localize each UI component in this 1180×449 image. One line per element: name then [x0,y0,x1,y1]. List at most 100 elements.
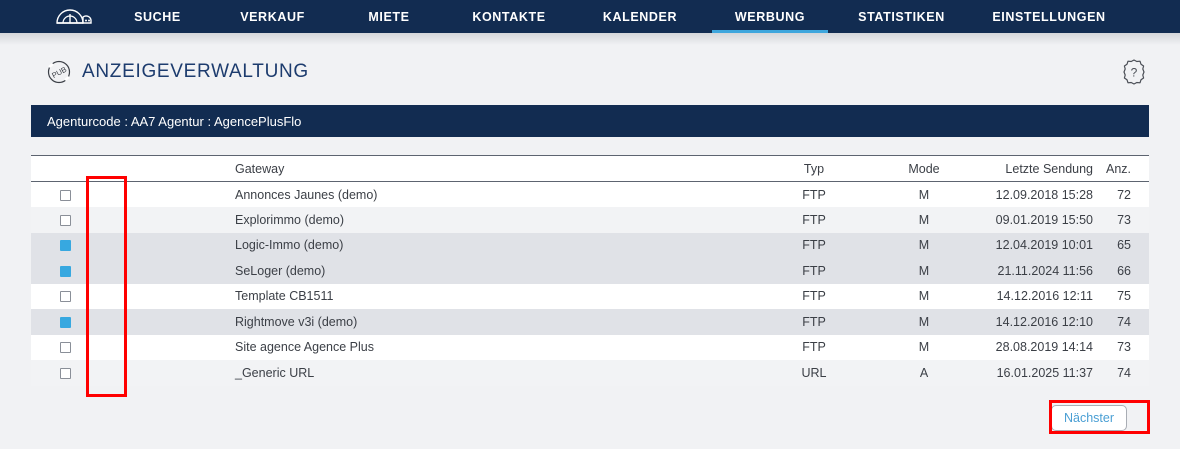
row-spacer-cell [99,360,199,386]
table-row[interactable]: Annonces Jaunes (demo) FTP M 12.09.2018 15:… [31,181,1149,207]
cell-letzte-sendung: 14.12.2016 12:10 [979,309,1099,335]
table-body: Annonces Jaunes (demo) FTP M 12.09.2018 15:… [31,181,1149,386]
cell-typ: FTP [759,334,869,360]
table-row[interactable]: Explorimmo (demo) FTP M 09.01.2019 15:50 73 [31,207,1149,233]
next-button[interactable]: Nächster [1050,405,1127,431]
cell-mode: A [869,360,979,386]
cell-mode: M [869,181,979,207]
table-header-row: Gateway Typ Mode Letzte Sendung Anz. [31,155,1149,182]
row-select-cell[interactable] [31,181,99,207]
nav-item-label: WERBUNG [734,9,806,24]
table-row[interactable]: Site agence Agence Plus FTP M 28.08.2019 14… [31,334,1149,360]
nav-item-label: VERKAUF [240,9,305,24]
cell-mode: M [869,258,979,284]
nav-item-label: KALENDER [602,9,678,24]
gateway-table-panel: Gateway Typ Mode Letzte Sendung Anz. Ann… [31,155,1149,417]
cell-anz: 66 [1099,258,1149,284]
nav-item-kalender[interactable]: KALENDER [574,0,706,33]
table-row[interactable]: _Generic URL URL A 16.01.2025 11:37 74 [31,360,1149,386]
nav-item-verkauf[interactable]: VERKAUF [211,0,334,33]
cell-gateway: SeLoger (demo) [199,258,759,284]
header-mode[interactable]: Mode [869,155,979,182]
row-select-cell[interactable] [31,258,99,284]
table-footer: Nächster [31,397,1149,447]
cell-letzte-sendung: 16.01.2025 11:37 [979,360,1099,386]
page-title: ANZEIGEVERWALTUNG [82,61,309,82]
cell-mode: M [869,207,979,233]
row-checkbox[interactable] [59,189,71,201]
row-select-cell[interactable] [31,232,99,258]
cell-mode: M [869,309,979,335]
row-spacer-cell [99,334,199,360]
app-logo[interactable] [44,6,104,28]
row-checkbox[interactable] [59,291,71,303]
row-select-cell[interactable] [31,309,99,335]
row-select-cell[interactable] [31,207,99,233]
cell-gateway: Site agence Agence Plus [199,334,759,360]
row-spacer-cell [99,181,199,207]
row-checkbox[interactable] [59,214,71,226]
nav-item-kontakte[interactable]: KONTAKTE [444,0,574,33]
table-row[interactable]: SeLoger (demo) FTP M 21.11.2024 11:56 66 [31,258,1149,284]
cell-letzte-sendung: 28.08.2019 14:14 [979,334,1099,360]
cell-typ: URL [759,360,869,386]
cell-letzte-sendung: 14.12.2016 12:11 [979,283,1099,309]
gateway-table: Gateway Typ Mode Letzte Sendung Anz. Ann… [31,155,1149,386]
cell-typ: FTP [759,309,869,335]
nav-item-label: KONTAKTE [472,9,546,24]
cell-anz: 75 [1099,283,1149,309]
nav-item-werbung[interactable]: WERBUNG [706,0,834,33]
cell-typ: FTP [759,232,869,258]
agency-info-bar: Agenturcode : AA7 Agentur : AgencePlusFl… [31,105,1149,137]
nav-item-label: SUCHE [134,9,181,24]
row-checkbox[interactable] [59,342,71,354]
nav-item-label: MIETE [368,9,410,24]
cell-gateway: Logic-Immo (demo) [199,232,759,258]
row-spacer-cell [99,283,199,309]
cell-anz: 74 [1099,309,1149,335]
cell-typ: FTP [759,283,869,309]
nav-item-suche[interactable]: SUCHE [104,0,211,33]
cell-gateway: Explorimmo (demo) [199,207,759,233]
header-typ[interactable]: Typ [759,155,869,182]
row-spacer-cell [99,258,199,284]
row-select-cell[interactable] [31,334,99,360]
row-spacer-cell [99,309,199,335]
nav-item-statistiken[interactable]: STATISTIKEN [834,0,969,33]
table-row[interactable]: Rightmove v3i (demo) FTP M 14.12.2016 12:10… [31,309,1149,335]
row-checkbox[interactable] [59,240,71,252]
row-checkbox[interactable] [59,367,71,379]
header-letzte-sendung[interactable]: Letzte Sendung [979,155,1099,182]
svg-text:?: ? [1131,66,1138,80]
cell-letzte-sendung: 21.11.2024 11:56 [979,258,1099,284]
nav-shadow [0,33,1180,45]
row-select-cell[interactable] [31,360,99,386]
cell-gateway: Template CB1511 [199,283,759,309]
cell-mode: M [869,334,979,360]
cell-mode: M [869,232,979,258]
row-select-cell[interactable] [31,283,99,309]
cell-letzte-sendung: 12.04.2019 10:01 [979,232,1099,258]
cell-anz: 74 [1099,360,1149,386]
nav-item-label: EINSTELLUNGEN [992,9,1106,24]
nav-items-list: SUCHE VERKAUF MIETE KONTAKTE KALENDER WE… [104,0,1129,33]
cell-anz: 65 [1099,232,1149,258]
cell-gateway: Annonces Jaunes (demo) [199,181,759,207]
cell-anz: 73 [1099,207,1149,233]
top-navigation-bar: SUCHE VERKAUF MIETE KONTAKTE KALENDER WE… [0,0,1180,33]
header-anz[interactable]: Anz. [1099,155,1149,182]
dome-logo-icon [56,8,92,24]
cell-letzte-sendung: 12.09.2018 15:28 [979,181,1099,207]
nav-item-einstellungen[interactable]: EINSTELLUNGEN [969,0,1129,33]
page-header: PUB ANZEIGEVERWALTUNG ? [0,52,1180,92]
row-checkbox[interactable] [59,316,71,328]
row-checkbox[interactable] [59,265,71,277]
cell-typ: FTP [759,207,869,233]
header-gateway[interactable]: Gateway [199,155,759,182]
table-row[interactable]: Logic-Immo (demo) FTP M 12.04.2019 10:01 65 [31,232,1149,258]
nav-item-miete[interactable]: MIETE [334,0,444,33]
row-spacer-cell [99,207,199,233]
table-row[interactable]: Template CB1511 FTP M 14.12.2016 12:11 75 [31,283,1149,309]
row-spacer-cell [99,232,199,258]
help-question-icon[interactable]: ? [1119,57,1149,87]
